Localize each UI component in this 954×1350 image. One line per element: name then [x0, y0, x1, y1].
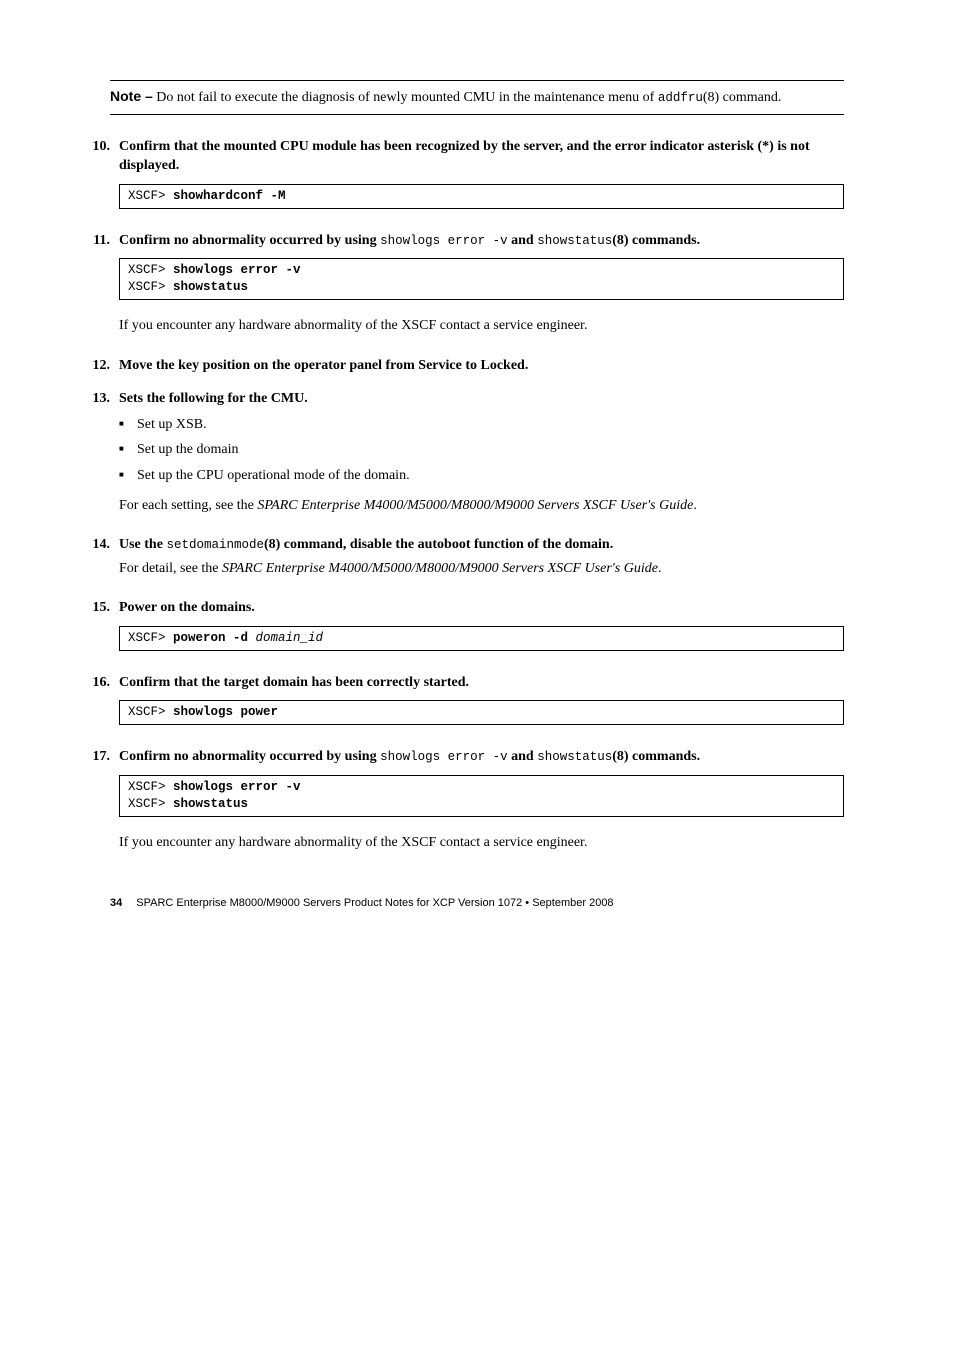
- code-arg: domain_id: [256, 631, 324, 645]
- code-box: XSCF> showlogs error -v XSCF> showstatus: [119, 258, 844, 300]
- step-title: Sets the following for the CMU.: [119, 389, 844, 409]
- code-prompt: XSCF>: [128, 189, 173, 203]
- step-number: 11.: [82, 231, 119, 350]
- code-box: XSCF> showhardconf -M: [119, 184, 844, 209]
- step-number: 13.: [82, 389, 119, 529]
- step-after-text: If you encounter any hardware abnormalit…: [119, 833, 844, 853]
- step-title-cmd: showlogs error -v: [380, 234, 508, 248]
- code-command: showlogs error -v: [173, 780, 301, 794]
- note-text-a: Do not fail to execute the diagnosis of …: [153, 90, 658, 105]
- step-title-text: Confirm no abnormality occurred by using: [119, 749, 380, 764]
- step-title-text: (8) commands.: [612, 749, 700, 764]
- note-label: Note –: [110, 88, 153, 104]
- page-footer: 34 SPARC Enterprise M8000/M9000 Servers P…: [110, 896, 844, 911]
- code-prompt: XSCF>: [128, 705, 173, 719]
- step-title-text: Use the: [119, 537, 166, 552]
- code-prompt: XSCF>: [128, 797, 173, 811]
- step-17: 17. Confirm no abnormality occurred by u…: [82, 747, 844, 866]
- step-title: Confirm no abnormality occurred by using…: [119, 747, 844, 767]
- step-number: 15.: [82, 598, 119, 666]
- text: For each setting, see the: [119, 498, 257, 513]
- step-after-text: For detail, see the SPARC Enterprise M40…: [119, 559, 844, 579]
- code-prompt: XSCF>: [128, 780, 173, 794]
- text: .: [658, 561, 662, 576]
- code-command: showlogs power: [173, 705, 278, 719]
- footer-text: SPARC Enterprise M8000/M9000 Servers Pro…: [136, 897, 613, 909]
- code-prompt: XSCF>: [128, 280, 173, 294]
- list-item: Set up the CPU operational mode of the d…: [119, 466, 844, 486]
- text: .: [693, 498, 697, 513]
- list-item: Set up XSB.: [119, 415, 844, 435]
- step-title: Confirm that the mounted CPU module has …: [119, 137, 844, 176]
- text-italic: SPARC Enterprise M4000/M5000/M8000/M9000…: [222, 561, 658, 576]
- page-number: 34: [110, 897, 122, 909]
- text: For detail, see the: [119, 561, 222, 576]
- list-item: Set up the domain: [119, 440, 844, 460]
- step-title-text: (8) command, disable the autoboot functi…: [264, 537, 613, 552]
- step-title: Confirm no abnormality occurred by using…: [119, 231, 844, 251]
- note-cmd: addfru: [658, 91, 703, 105]
- step-after-text: If you encounter any hardware abnormalit…: [119, 316, 844, 336]
- step-title: Move the key position on the operator pa…: [119, 356, 844, 376]
- step-16: 16. Confirm that the target domain has b…: [82, 673, 844, 741]
- step-10: 10. Confirm that the mounted CPU module …: [82, 137, 844, 225]
- code-command: showstatus: [173, 280, 248, 294]
- step-title: Confirm that the target domain has been …: [119, 673, 844, 693]
- step-title-cmd: showstatus: [537, 750, 612, 764]
- code-box: XSCF> poweron -d domain_id: [119, 626, 844, 651]
- step-11: 11. Confirm no abnormality occurred by u…: [82, 231, 844, 350]
- step-title: Power on the domains.: [119, 598, 844, 618]
- step-title-text: and: [508, 749, 538, 764]
- step-title-cmd: showlogs error -v: [380, 750, 508, 764]
- step-15: 15. Power on the domains. XSCF> poweron …: [82, 598, 844, 666]
- bullet-list: Set up XSB. Set up the domain Set up the…: [119, 415, 844, 486]
- note-box: Note – Do not fail to execute the diagno…: [110, 80, 844, 115]
- step-14: 14. Use the setdomainmode(8) command, di…: [82, 535, 844, 592]
- code-prompt: XSCF>: [128, 263, 173, 277]
- step-title-cmd: setdomainmode: [166, 538, 264, 552]
- step-number: 12.: [82, 356, 119, 376]
- step-number: 16.: [82, 673, 119, 741]
- step-title: Use the setdomainmode(8) command, disabl…: [119, 535, 844, 555]
- step-13: 13. Sets the following for the CMU. Set …: [82, 389, 844, 529]
- step-12: 12. Move the key position on the operato…: [82, 356, 844, 376]
- code-command: poweron -d: [173, 631, 256, 645]
- code-box: XSCF> showlogs error -v XSCF> showstatus: [119, 775, 844, 817]
- code-prompt: XSCF>: [128, 631, 173, 645]
- step-number: 17.: [82, 747, 119, 866]
- code-command: showhardconf -M: [173, 189, 286, 203]
- step-number: 10.: [82, 137, 119, 225]
- step-title-cmd: showstatus: [537, 234, 612, 248]
- step-after-text: For each setting, see the SPARC Enterpri…: [119, 496, 844, 516]
- step-title-text: and: [508, 233, 538, 248]
- step-title-text: (8) commands.: [612, 233, 700, 248]
- step-title-text: Confirm no abnormality occurred by using: [119, 233, 380, 248]
- code-command: showstatus: [173, 797, 248, 811]
- code-command: showlogs error -v: [173, 263, 301, 277]
- code-box: XSCF> showlogs power: [119, 700, 844, 725]
- step-number: 14.: [82, 535, 119, 592]
- text-italic: SPARC Enterprise M4000/M5000/M8000/M9000…: [257, 498, 693, 513]
- note-text-b: (8) command.: [703, 90, 782, 105]
